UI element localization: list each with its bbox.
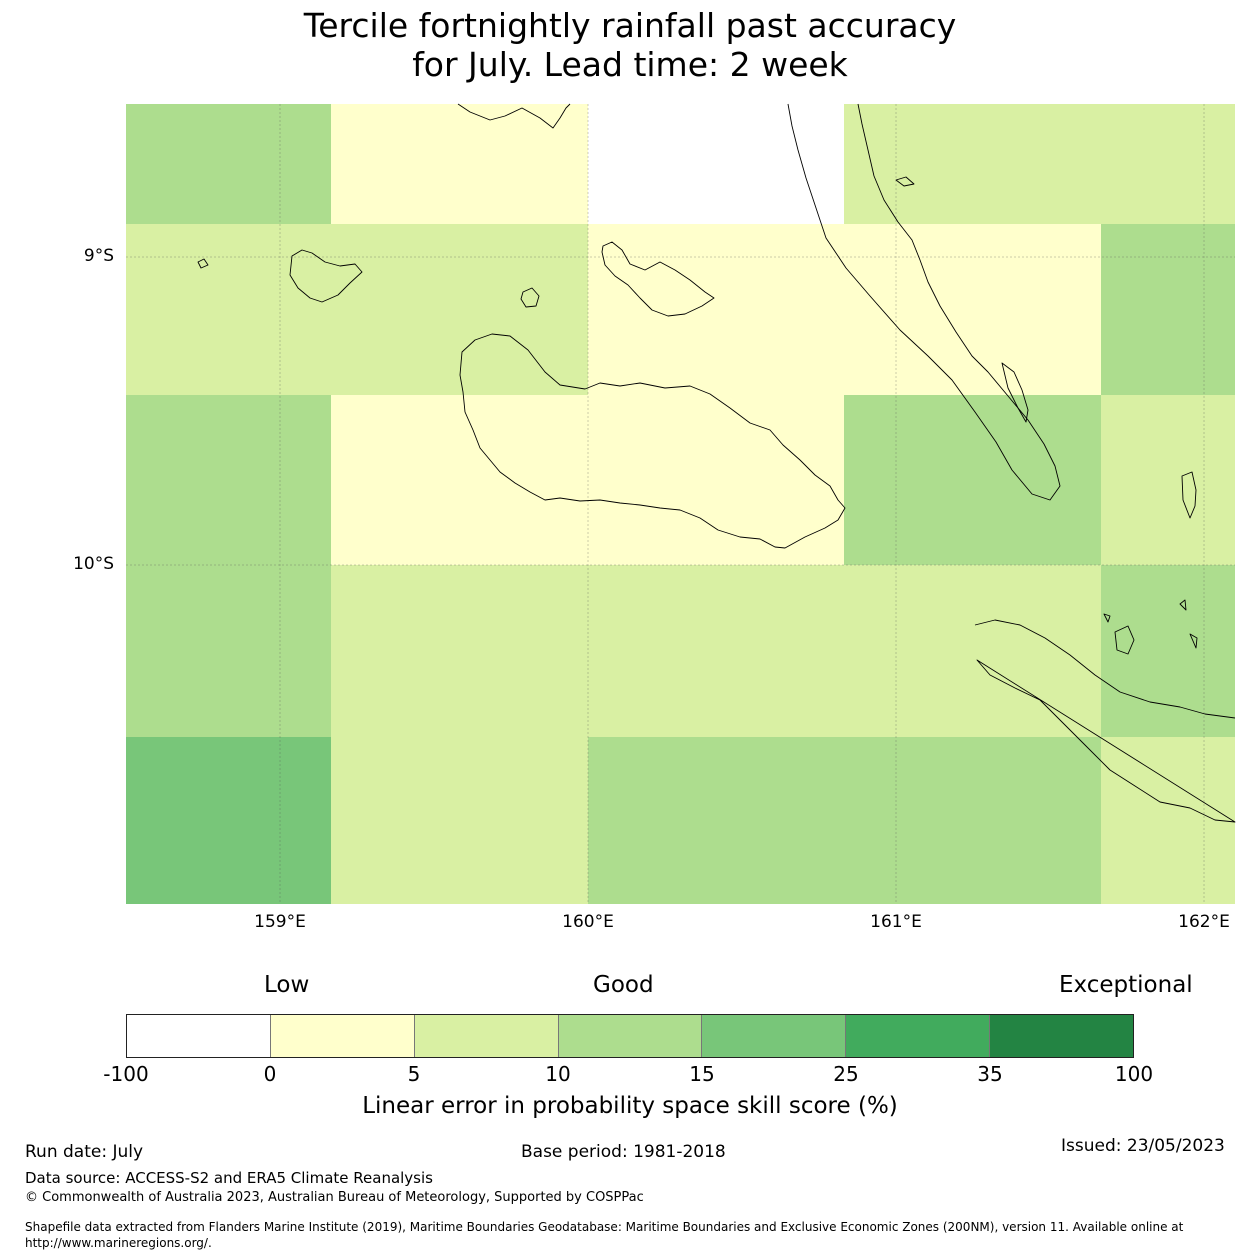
lat-label-10s: 10°S [73,554,114,574]
coast-small-west [197,258,209,269]
grid-cell [126,104,331,224]
lon-label-159e: 159°E [254,912,306,932]
title-line-1: Tercile fortnightly rainfall past accura… [303,6,957,45]
coast-small-southeast [1103,599,1198,649]
coast-makira [974,619,1236,823]
grid-cell [1101,565,1235,737]
coast-small-malaita [1001,362,1029,423]
grid-cell [844,737,1101,904]
colorbar-segment-3 [414,1015,559,1057]
grid-cell [1101,104,1235,224]
colorbar-category-good: Good [593,972,654,998]
colorbar-tick: 35 [977,1062,1003,1086]
coastlines [197,103,1236,823]
data-source: Data source: ACCESS-S2 and ERA5 Climate … [25,1169,433,1187]
grid-cell [331,224,588,395]
grid-cell [588,104,844,224]
lon-label-161e: 161°E [870,912,922,932]
colorbar-segment-1 [127,1015,271,1057]
grid-cell [844,395,1101,565]
grid-cell [331,395,588,565]
graticule [126,104,1235,904]
grid-cell [126,565,331,737]
grid-cell [588,737,844,904]
grid-cell [844,224,1101,395]
coast-russell-islands [289,249,363,303]
grid-cell [331,565,588,737]
grid-cell [844,104,1101,224]
coast-north-left [457,103,571,129]
colorbar-category-low: Low [264,972,310,998]
coast-north-islet [895,176,915,187]
grid-cell [844,565,1101,737]
colorbar-tick: 25 [833,1062,859,1086]
colorbar-segment-4 [558,1015,703,1057]
colorbar-segment-6 [846,1015,991,1057]
colorbar-tick: 5 [407,1062,421,1086]
colorbar-tick: 100 [1114,1062,1154,1086]
grid-cell [331,104,588,224]
coast-ugi-island [1114,625,1135,655]
grid-cell [126,395,331,565]
grid-cell [1101,737,1235,904]
grid-cell [1101,224,1235,395]
grid-cell [331,737,588,904]
coast-florida-islands [601,241,715,317]
colorbar-segment-2 [270,1015,415,1057]
lat-label-9s: 9°S [83,246,114,266]
grid-cell [126,224,331,395]
grid-cell [588,395,844,565]
lon-label-162e: 162°E [1178,912,1230,932]
grid-cell [1101,395,1235,565]
coast-savo [520,287,540,308]
grid-cell [588,224,844,395]
colorbar-category-exceptional: Exceptional [1059,972,1193,998]
run-date: Run date: July [25,1142,144,1162]
colorbar-segment-5 [702,1015,847,1057]
coast-east-islet [1181,471,1197,519]
title-line-2: for July. Lead time: 2 week [412,45,848,84]
shapefile-credit-line-2: http://www.marineregions.org/. [25,1236,212,1250]
colorbar-segment-7 [990,1015,1134,1057]
colorbar-label: Linear error in probability space skill … [362,1093,898,1119]
chart-title: Tercile fortnightly rainfall past accura… [0,6,1260,84]
lon-label-160e: 160°E [562,912,614,932]
issued-date: Issued: 23/05/2023 [1061,1136,1225,1156]
colorbar-tick: 15 [689,1062,715,1086]
colorbar [126,1014,1134,1058]
base-period: Base period: 1981-2018 [521,1142,726,1162]
grid-cells [126,104,1235,904]
colorbar-tick: -100 [103,1062,149,1086]
coast-guadalcanal [459,333,846,549]
skill-map [126,103,1236,904]
grid-cell [126,737,331,904]
colorbar-tick: 10 [545,1062,571,1086]
coast-malaita [787,103,1061,501]
grid-cell [588,565,844,737]
colorbar-tick: 0 [263,1062,277,1086]
shapefile-credit-line-1: Shapefile data extracted from Flanders M… [25,1220,1184,1234]
copyright: © Commonwealth of Australia 2023, Austra… [25,1190,644,1205]
